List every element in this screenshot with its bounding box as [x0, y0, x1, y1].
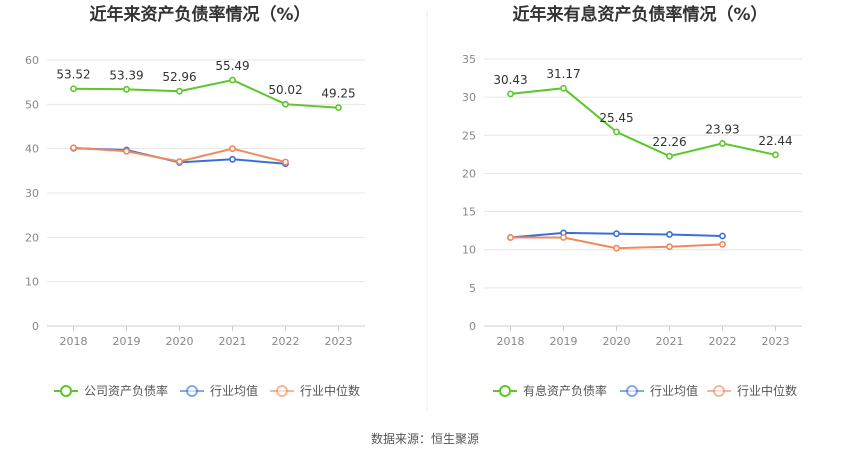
legend-marker-industry_median [276, 385, 288, 397]
data-label: 50.02 [268, 83, 302, 97]
data-point-industry_avg [613, 230, 620, 238]
data-label: 52.96 [162, 70, 196, 84]
data-point-industry_median [507, 234, 514, 241]
x-tick-label: 2020 [166, 335, 194, 348]
x-tick-label: 2019 [550, 335, 578, 348]
y-tick-label: 0 [469, 320, 476, 333]
data-label: 55.49 [215, 59, 249, 73]
data-point-company [229, 76, 236, 84]
data-label: 22.26 [652, 135, 686, 149]
y-tick-label: 0 [32, 320, 39, 333]
data-label: 53.39 [109, 68, 143, 82]
y-tick-label: 35 [462, 53, 476, 66]
y-tick-label: 60 [25, 54, 39, 67]
data-point-company [176, 87, 183, 95]
data-point-industry_median [123, 147, 130, 155]
y-tick-label: 40 [25, 143, 39, 156]
data-point-industry_avg [719, 232, 726, 240]
x-tick-label: 2018 [60, 335, 88, 348]
data-point-company [772, 151, 779, 159]
data-label: 49.25 [321, 87, 355, 101]
data-point-industry_avg [229, 155, 236, 163]
legend-label-company: 公司资产负债率 [84, 383, 168, 398]
data-label: 30.43 [493, 73, 527, 87]
y-tick-label: 30 [462, 91, 476, 104]
data-point-company [335, 104, 342, 112]
y-tick-label: 25 [462, 129, 476, 142]
data-label: 25.45 [599, 111, 633, 125]
y-tick-label: 5 [469, 282, 476, 295]
data-label: 23.93 [705, 122, 739, 136]
data-point-company [719, 140, 726, 147]
y-tick-label: 15 [462, 206, 476, 219]
legend-label-industry_median: 行业中位数 [737, 383, 797, 398]
legend-marker-company [60, 385, 72, 397]
data-point-company [282, 100, 289, 108]
data-point-industry_median [229, 145, 236, 153]
data-point-company [507, 90, 514, 98]
x-tick-label: 2023 [762, 335, 790, 348]
legend-marker-industry_avg [186, 385, 198, 397]
data-point-industry_median [613, 244, 620, 252]
debt-ratio-chart: 近年来资产负债率情况（%） 0 10 20 30 40 50 60 2018 2019 2020 20… [25, 4, 365, 398]
y-tick-label: 20 [25, 231, 39, 244]
data-label: 53.52 [56, 68, 90, 82]
y-tick-label: 30 [25, 187, 39, 200]
data-point-company [613, 128, 620, 136]
x-tick-label: 2022 [709, 335, 737, 348]
data-point-industry_median [719, 240, 726, 248]
series-line-company [73, 78, 339, 109]
data-point-company [70, 85, 77, 93]
legend-marker-industry_avg [626, 385, 638, 397]
legend-marker-company [499, 385, 511, 397]
data-point-industry_median [70, 144, 77, 152]
interest-bearing-debt-ratio-chart: 近年来有息资产负债率情况（%） 0 5 10 15 20 25 30 35 2018 2019 202… [462, 4, 802, 398]
data-label: 31.17 [546, 67, 580, 81]
data-point-company [123, 85, 130, 93]
data-point-industry_median [282, 158, 289, 166]
data-point-industry_median [666, 243, 673, 251]
y-tick-label: 50 [25, 98, 39, 111]
data-source-note: 数据来源：恒生聚源 [371, 431, 479, 446]
legend-label-industry_avg: 行业均值 [210, 383, 258, 398]
data-point-industry_avg [666, 231, 673, 238]
x-tick-label: 2019 [113, 335, 141, 348]
data-point-company [560, 84, 567, 92]
y-tick-label: 10 [25, 276, 39, 289]
x-tick-label: 2018 [497, 335, 525, 348]
legend-label-industry_median: 行业中位数 [300, 383, 360, 398]
x-tick-label: 2023 [325, 335, 353, 348]
series-line-company [510, 87, 776, 158]
legend-label-industry_avg: 行业均值 [650, 383, 698, 398]
y-tick-label: 20 [462, 167, 476, 180]
legend-marker-industry_median [713, 385, 725, 397]
x-tick-label: 2022 [272, 335, 300, 348]
legend-label-company: 有息资产负债率 [523, 383, 607, 398]
data-point-company [666, 152, 673, 160]
x-tick-label: 2020 [603, 335, 631, 348]
data-point-industry_median [560, 234, 567, 241]
chart-title: 近年来资产负债率情况（%） [89, 4, 310, 25]
data-label: 22.44 [758, 134, 792, 148]
x-tick-label: 2021 [656, 335, 684, 348]
x-tick-label: 2021 [219, 335, 247, 348]
y-tick-label: 10 [462, 244, 476, 257]
chart-title: 近年来有息资产负债率情况（%） [512, 4, 767, 25]
data-point-industry_median [176, 158, 183, 165]
